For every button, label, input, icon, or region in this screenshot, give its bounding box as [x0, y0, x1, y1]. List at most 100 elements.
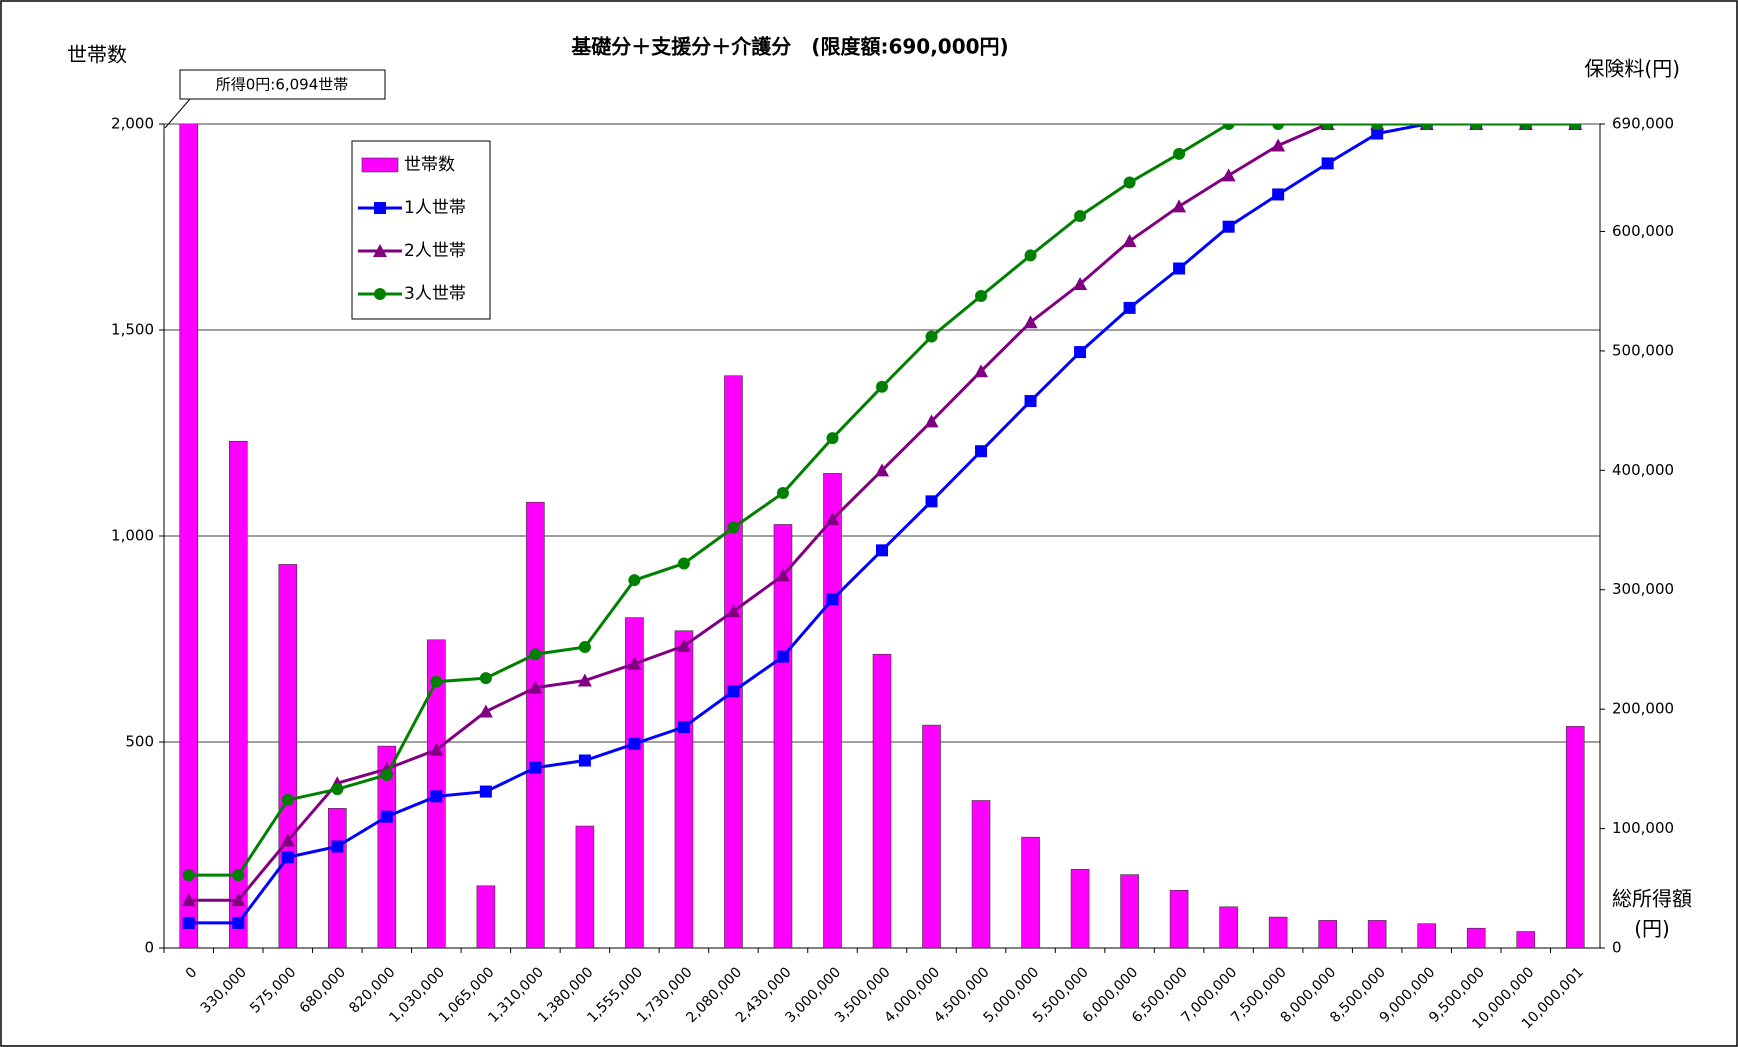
- bar: [1021, 836, 1040, 948]
- marker: [876, 544, 888, 557]
- annotation-box: [179, 69, 386, 100]
- marker: [875, 463, 889, 477]
- marker: [975, 445, 988, 458]
- marker: [232, 869, 245, 882]
- marker: [776, 650, 789, 663]
- bar: [773, 524, 793, 948]
- marker: [627, 656, 642, 670]
- bar: [922, 724, 941, 948]
- legend-label: 3人世帯: [404, 284, 466, 304]
- marker: [1272, 188, 1285, 201]
- marker: [975, 289, 988, 302]
- marker: [775, 568, 790, 582]
- marker: [1123, 176, 1136, 189]
- legend-label: 世帯数: [404, 155, 455, 175]
- marker: [924, 414, 939, 428]
- marker: [1074, 209, 1087, 222]
- marker: [825, 512, 840, 526]
- bar: [1219, 906, 1238, 948]
- y-tick-label: 0: [144, 939, 154, 957]
- marker: [925, 330, 938, 343]
- marker: [1173, 147, 1186, 160]
- bar: [1070, 869, 1090, 948]
- x-axis-title: 総所得額: [1612, 887, 1692, 911]
- marker: [1371, 124, 1384, 130]
- y-axis-title: 世帯数: [67, 43, 127, 67]
- marker: [479, 785, 492, 798]
- marker: [578, 754, 591, 767]
- bar: [1466, 927, 1486, 948]
- marker: [1073, 277, 1088, 291]
- marker: [232, 916, 245, 929]
- marker: [1271, 138, 1286, 152]
- bar: [971, 800, 991, 948]
- y2-tick-label: 500,000: [1612, 341, 1674, 359]
- bar: [328, 808, 347, 948]
- bar: [1417, 923, 1436, 948]
- marker: [628, 737, 641, 750]
- marker: [727, 521, 740, 534]
- annotation-text: 所得0円:6,094世帯: [216, 76, 349, 94]
- marker: [182, 869, 195, 882]
- bar: [575, 825, 595, 948]
- marker: [726, 604, 741, 618]
- bar: [724, 375, 743, 948]
- y-tick-label: 2,000: [111, 115, 154, 133]
- marker: [529, 648, 542, 661]
- marker: [429, 742, 444, 756]
- marker: [1222, 124, 1235, 130]
- marker: [1222, 220, 1235, 233]
- y2-axis-title: 保険料(円): [1584, 57, 1680, 81]
- legend-label: 2人世帯: [404, 241, 466, 261]
- bar: [1120, 874, 1139, 948]
- bar: [1318, 920, 1337, 948]
- bar: [674, 630, 694, 948]
- marker: [281, 793, 294, 806]
- marker: [925, 495, 938, 508]
- x-axis-unit: (円): [1634, 917, 1670, 941]
- y2-tick-label: 200,000: [1612, 700, 1674, 718]
- bar: [278, 564, 298, 948]
- marker: [529, 761, 542, 774]
- marker: [281, 851, 294, 864]
- marker: [430, 675, 443, 688]
- marker: [1123, 301, 1136, 314]
- y-tick-label: 1,000: [111, 527, 154, 545]
- bar: [377, 745, 397, 948]
- marker: [1371, 127, 1384, 140]
- marker: [628, 574, 641, 587]
- marker: [776, 487, 789, 500]
- marker: [331, 840, 344, 853]
- chart-title: 基礎分＋支援分＋介護分 (限度額:690,000円): [571, 35, 1008, 59]
- marker: [826, 593, 839, 606]
- annotation-pointer: [164, 98, 191, 129]
- bar: [1565, 726, 1585, 948]
- legend-marker: [374, 288, 386, 300]
- marker: [380, 810, 393, 823]
- marker: [1024, 249, 1037, 262]
- y2-tick-label: 0: [1612, 939, 1622, 957]
- marker: [528, 680, 543, 694]
- marker: [974, 364, 989, 378]
- y2-tick-label: 600,000: [1612, 222, 1674, 240]
- marker: [1122, 234, 1137, 248]
- marker: [231, 893, 246, 907]
- y2-tick-label: 300,000: [1612, 580, 1674, 598]
- bar: [1169, 890, 1189, 948]
- bar: [1367, 920, 1387, 948]
- marker: [577, 673, 592, 687]
- marker: [677, 557, 690, 570]
- legend-marker: [374, 202, 386, 214]
- marker: [1024, 395, 1037, 408]
- marker: [1173, 262, 1186, 275]
- bar: [872, 653, 892, 948]
- marker: [380, 768, 393, 781]
- bar: [228, 440, 248, 948]
- bar: [625, 617, 644, 948]
- marker: [1221, 168, 1236, 182]
- y2-tick-label: 690,000: [1612, 115, 1674, 133]
- marker: [331, 783, 344, 796]
- marker: [1569, 124, 1582, 130]
- marker: [1074, 346, 1087, 359]
